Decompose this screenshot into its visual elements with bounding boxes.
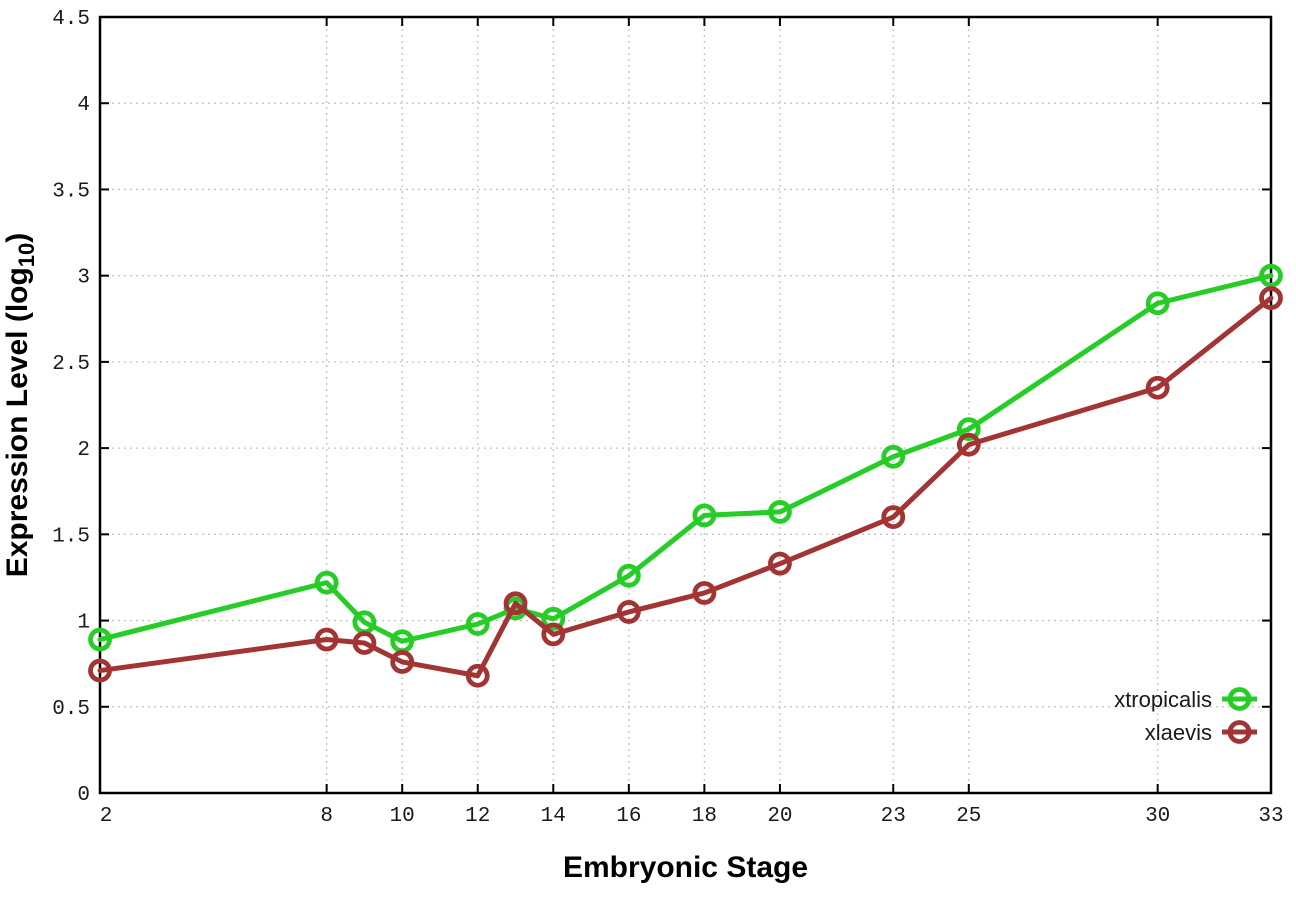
legend-marker-xlaevis [1227, 720, 1252, 744]
y-tick-label: 2 [77, 439, 90, 462]
data-point-marker-xtropicalis [768, 500, 792, 524]
data-point-marker-xlaevis [1145, 375, 1170, 400]
series-xlaevis [88, 286, 1283, 688]
x-tick-label: 25 [956, 805, 981, 828]
x-tick-label: 16 [616, 805, 641, 828]
data-point-marker-xtropicalis [616, 563, 641, 588]
data-point-marker-xlaevis [88, 658, 112, 683]
y-tick-label: 4.5 [52, 8, 90, 31]
y-tick-label: 2.5 [52, 353, 90, 376]
data-point-marker-xlaevis [465, 663, 490, 688]
data-point-marker-xlaevis [692, 581, 717, 605]
y-tick-label: 0 [77, 784, 90, 807]
legend-label-xtropicalis: xtropicalis [1114, 687, 1212, 712]
x-tick-label: 2 [100, 805, 113, 828]
x-tick-label: 33 [1258, 805, 1283, 828]
x-tick-label: 23 [881, 805, 906, 828]
y-tick-label: 3 [77, 267, 90, 290]
y-axis-title-main: Expression Level (log [1, 267, 34, 577]
data-point-marker-xtropicalis [1145, 291, 1170, 316]
y-axis-title-subscript: 10 [14, 243, 39, 267]
data-point-marker-xtropicalis [541, 606, 566, 631]
x-tick-label: 20 [767, 805, 792, 828]
data-point-marker-xtropicalis [465, 612, 490, 636]
series-line-xlaevis [97, 295, 1274, 679]
data-point-marker-xlaevis [503, 591, 528, 616]
data-point-marker-xtropicalis [956, 417, 981, 442]
data-point-marker-xlaevis [956, 432, 981, 457]
legend-label-xlaevis: xlaevis [1145, 720, 1212, 745]
y-axis-title-suffix: ) [1, 233, 34, 243]
data-point-marker-xlaevis [541, 622, 566, 647]
data-point-marker-xtropicalis [314, 570, 339, 595]
y-axis-tick-labels: 0 0.5 1 1.5 2 2.5 3 3.5 4 4.5 [52, 8, 90, 807]
x-tick-label: 14 [541, 805, 566, 828]
data-point-marker-xlaevis [616, 600, 641, 624]
x-axis-title: Embryonic Stage [563, 851, 808, 884]
x-tick-label: 18 [692, 805, 717, 828]
data-point-marker-xlaevis [352, 631, 377, 655]
x-tick-label: 12 [465, 805, 490, 828]
series-line-xtropicalis [97, 273, 1274, 644]
legend: xtropicalis xlaevis [1114, 687, 1257, 745]
data-point-marker-xtropicalis [1259, 263, 1283, 288]
legend-marker-xtropicalis [1227, 687, 1252, 711]
y-axis-title: Expression Level (log10) [1, 233, 39, 578]
x-axis-tick-labels: 2 8 10 12 14 16 18 20 23 25 30 33 [100, 805, 1284, 828]
data-point-marker-xlaevis [1259, 286, 1283, 310]
y-tick-label: 0.5 [52, 698, 90, 721]
x-tick-label: 8 [320, 805, 333, 828]
data-point-marker-xtropicalis [88, 627, 112, 652]
series-xtropicalis [88, 263, 1283, 654]
data-point-marker-xlaevis [314, 627, 339, 652]
y-tick-label: 1 [77, 612, 90, 635]
data-point-marker-xtropicalis [881, 444, 906, 469]
y-tick-label: 1.5 [52, 525, 90, 548]
data-point-marker-xlaevis [390, 650, 415, 674]
y-tick-label: 3.5 [52, 180, 90, 203]
x-tick-label: 10 [390, 805, 415, 828]
data-point-marker-xlaevis [881, 505, 906, 529]
y-tick-label: 4 [77, 94, 90, 117]
plot-border [98, 15, 1273, 795]
data-point-marker-xtropicalis [692, 503, 717, 528]
x-tick-label: 30 [1145, 805, 1170, 828]
data-point-marker-xlaevis [768, 551, 792, 576]
